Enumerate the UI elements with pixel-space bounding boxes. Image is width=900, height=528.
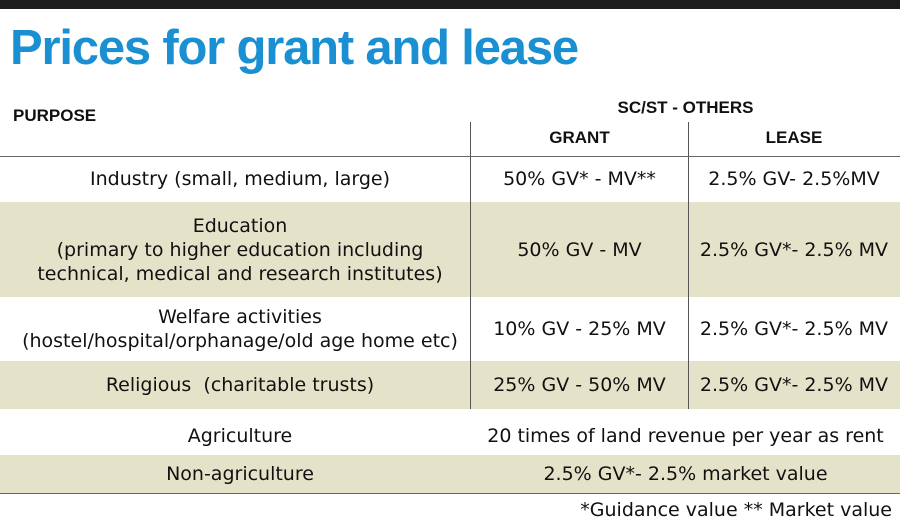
purpose-cell: Education (primary to higher education i… <box>10 202 470 297</box>
purpose-text: Non-agriculture <box>166 463 314 485</box>
footnote: *Guidance value ** Market value <box>580 499 892 521</box>
combined-cell: 20 times of land revenue per year as ren… <box>487 425 884 447</box>
page-title: Prices for grant and lease <box>10 21 579 75</box>
purpose-text: Agriculture <box>187 425 293 447</box>
lease-cell: 2.5% GV- 2.5%MV <box>708 168 880 190</box>
table-bottom-divider <box>0 493 900 494</box>
lease-cell: 2.5% GV*- 2.5% MV <box>699 374 889 396</box>
table-row-non-agriculture: Non-agriculture 2.5% GV*- 2.5% market va… <box>0 455 900 493</box>
purpose-text: Welfare activities <box>158 306 322 328</box>
table-row-welfare: Welfare activities (hostel/hospital/orph… <box>0 298 900 360</box>
purpose-cell: Non-agriculture <box>10 455 470 493</box>
lease-cell: 2.5% GV*- 2.5% MV <box>699 318 889 340</box>
grant-cell: 50% GV* - MV** <box>503 168 656 190</box>
table-row-agriculture: Agriculture 20 times of land revenue per… <box>0 418 900 454</box>
purpose-cell: Welfare activities (hostel/hospital/orph… <box>10 298 470 360</box>
purpose-cell: Industry (small, medium, large) <box>10 157 470 201</box>
purpose-text: Religious (charitable trusts) <box>105 374 375 396</box>
purpose-text: Education <box>192 214 288 237</box>
purpose-text: Industry (small, medium, large) <box>89 168 391 190</box>
grant-cell: 10% GV - 25% MV <box>493 318 666 340</box>
combined-cell: 2.5% GV*- 2.5% market value <box>543 463 828 485</box>
purpose-text: (primary to higher education including <box>56 238 424 261</box>
purpose-cell: Agriculture <box>10 418 470 454</box>
grant-cell: 50% GV - MV <box>517 238 642 261</box>
table-row-education: Education (primary to higher education i… <box>0 202 900 297</box>
column-divider <box>688 122 689 409</box>
purpose-column-header: PURPOSE <box>13 106 97 125</box>
grant-column-header: GRANT <box>549 128 610 147</box>
purpose-cell: Religious (charitable trusts) <box>10 361 470 409</box>
table-row-industry: Industry (small, medium, large) 50% GV* … <box>0 157 900 201</box>
column-divider <box>470 122 471 409</box>
top-rule <box>0 0 900 9</box>
grant-cell: 25% GV - 50% MV <box>493 374 666 396</box>
purpose-text: (hostel/hospital/orphanage/old age home … <box>22 330 458 352</box>
table-row-religious: Religious (charitable trusts) 25% GV - 5… <box>0 361 900 409</box>
lease-cell: 2.5% GV*- 2.5% MV <box>699 238 889 261</box>
sc-st-others-group-header: SC/ST - OTHERS <box>617 98 754 117</box>
purpose-text: technical, medical and research institut… <box>37 262 443 285</box>
lease-column-header: LEASE <box>765 128 823 147</box>
header-divider <box>0 156 900 157</box>
